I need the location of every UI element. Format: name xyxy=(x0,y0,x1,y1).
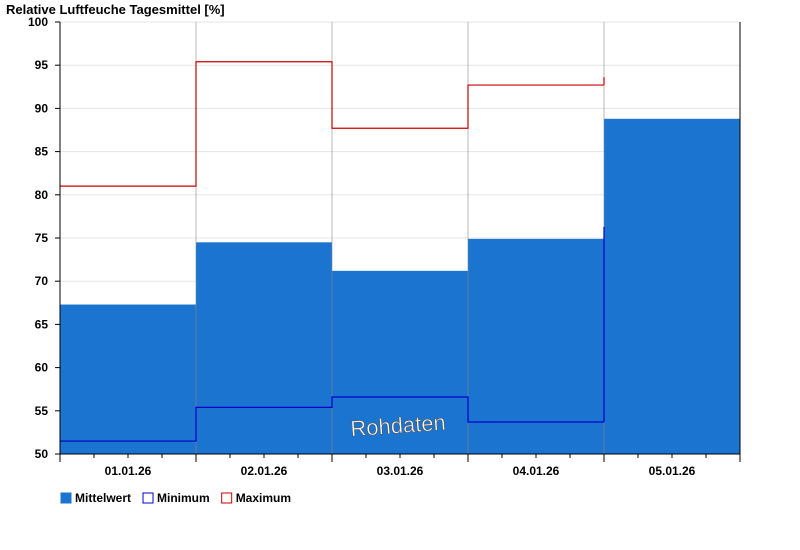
bar-mittelwert xyxy=(196,242,332,454)
legend-minimum-swatch xyxy=(142,492,154,504)
x-tick-label: 04.01.26 xyxy=(513,464,560,478)
x-tick-label: 03.01.26 xyxy=(377,464,424,478)
bars xyxy=(60,118,740,454)
legend-mittelwert-label: Mittelwert xyxy=(75,491,131,505)
y-tick-label: 75 xyxy=(35,231,49,245)
y-tick-label: 65 xyxy=(35,317,49,331)
y-tick-label: 90 xyxy=(35,101,49,115)
legend: Mittelwert Minimum Maximum xyxy=(60,491,291,505)
bar-mittelwert xyxy=(332,270,468,454)
bar-mittelwert xyxy=(60,304,196,454)
step-line-maximum xyxy=(60,61,604,187)
y-tick-label: 60 xyxy=(35,361,49,375)
step-lines xyxy=(60,61,605,442)
step-line-minimum xyxy=(60,396,604,442)
x-tick-label: 01.01.26 xyxy=(105,464,152,478)
y-tick-label: 95 xyxy=(35,58,49,72)
bar-mittelwert xyxy=(468,238,604,454)
x-axis-ticks: 01.01.26 02.01.26 03.01.26 04.01.26 05.01.26 xyxy=(59,454,741,478)
y-tick-label: 55 xyxy=(35,404,49,418)
y-tick-label: 50 xyxy=(35,447,49,461)
watermark-annotation: Rohdaten xyxy=(350,410,447,442)
x-tick-label: 05.01.26 xyxy=(649,464,696,478)
legend-mittelwert-swatch xyxy=(60,492,72,504)
y-axis-ticks: 50 55 60 65 70 75 80 85 90 95 100 xyxy=(28,15,60,461)
y-tick-label: 70 xyxy=(35,274,49,288)
legend-maximum-swatch xyxy=(221,492,233,504)
y-tick-label: 85 xyxy=(35,145,49,159)
legend-minimum-label: Minimum xyxy=(157,491,210,505)
legend-maximum-label: Maximum xyxy=(236,491,291,505)
x-tick-label: 02.01.26 xyxy=(241,464,288,478)
bar-mittelwert xyxy=(604,118,740,454)
chart-title: Relative Luftfeuche Tagesmittel [%] xyxy=(6,2,225,17)
y-tick-label: 100 xyxy=(28,15,48,29)
y-tick-label: 80 xyxy=(35,188,49,202)
